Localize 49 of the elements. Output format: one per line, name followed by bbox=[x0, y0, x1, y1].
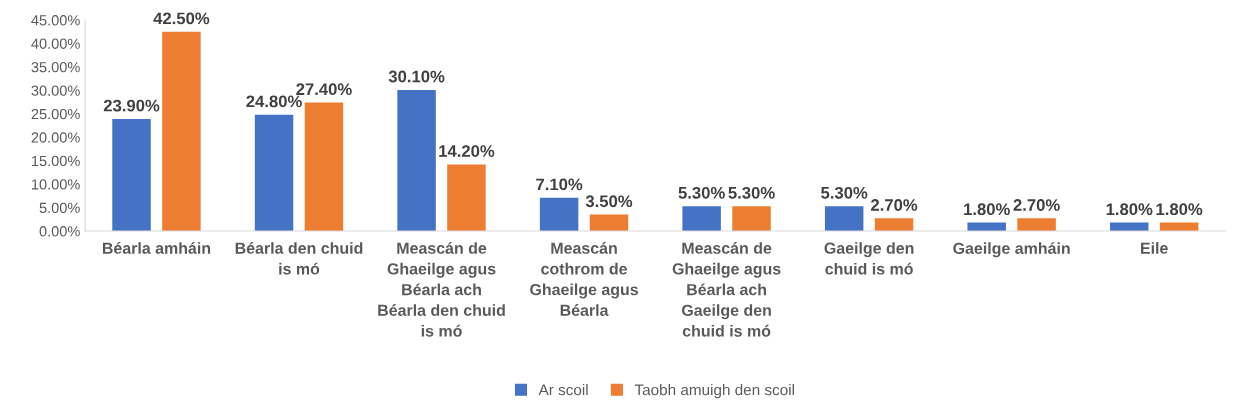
x-tick-label: Meascán de Ghaeilge agus Béarla ach Béarla den chuid is mó bbox=[378, 241, 505, 337]
y-tick-label: 35.00% bbox=[31, 62, 80, 73]
x-tick-label: Meascán cothrom de Ghaeilge agus Béarla bbox=[530, 241, 638, 316]
y-tick-label: 10.00% bbox=[32, 179, 80, 190]
bar bbox=[874, 218, 914, 232]
data-label: 1.80% bbox=[1106, 203, 1153, 216]
data-label: 7.10% bbox=[536, 178, 583, 191]
bar bbox=[304, 102, 344, 232]
data-label: 30.10% bbox=[388, 70, 445, 83]
bar bbox=[732, 206, 771, 232]
bar bbox=[254, 114, 294, 232]
bar bbox=[1017, 218, 1056, 232]
bar bbox=[539, 197, 579, 232]
bar bbox=[447, 164, 486, 232]
x-tick-label: Béarla den chuid is mó bbox=[235, 241, 363, 275]
legend-label: Ar scoil bbox=[538, 384, 588, 396]
data-label: 5.30% bbox=[728, 186, 775, 199]
bar bbox=[162, 31, 201, 232]
data-label: 3.50% bbox=[585, 195, 633, 208]
bar bbox=[397, 89, 436, 232]
y-tick-label: 5.00% bbox=[39, 202, 80, 213]
y-tick-label: 15.00% bbox=[32, 155, 80, 167]
y-tick-label: 40.00% bbox=[31, 38, 80, 49]
bar bbox=[112, 118, 151, 232]
data-label: 1.80% bbox=[964, 203, 1010, 216]
bar bbox=[824, 206, 864, 232]
bar bbox=[589, 214, 629, 232]
data-label: 14.20% bbox=[439, 145, 495, 157]
x-tick-label: Eile bbox=[1141, 242, 1168, 254]
y-tick-label: 25.00% bbox=[31, 108, 80, 120]
data-label: 42.50% bbox=[153, 12, 210, 25]
data-label: 5.30% bbox=[678, 186, 725, 199]
legend-label: Taobh amuigh den scoil bbox=[634, 384, 794, 399]
y-tick-label: 0.00% bbox=[39, 226, 80, 237]
x-tick-label: Meascán de Ghaeilge agus Béarla ach Gaeilge den chuid is mó bbox=[672, 241, 781, 337]
x-tick-label: Béarla amháin bbox=[102, 241, 211, 254]
data-label: 1.80% bbox=[1156, 203, 1203, 216]
bar bbox=[682, 206, 721, 232]
y-tick-label: 20.00% bbox=[31, 132, 80, 143]
data-label: 27.40% bbox=[296, 83, 352, 96]
data-label: 5.30% bbox=[821, 186, 868, 199]
data-label: 24.80% bbox=[246, 95, 302, 108]
data-label: 23.90% bbox=[103, 99, 160, 112]
y-tick-label: 45.00% bbox=[31, 15, 80, 26]
data-label: 2.70% bbox=[871, 199, 918, 211]
x-tick-label: Gaeilge amháin bbox=[953, 242, 1070, 258]
data-label: 2.70% bbox=[1013, 199, 1060, 211]
y-tick-label: 30.00% bbox=[31, 85, 80, 96]
x-tick-label: Gaeilge den chuid is mó bbox=[824, 242, 914, 275]
